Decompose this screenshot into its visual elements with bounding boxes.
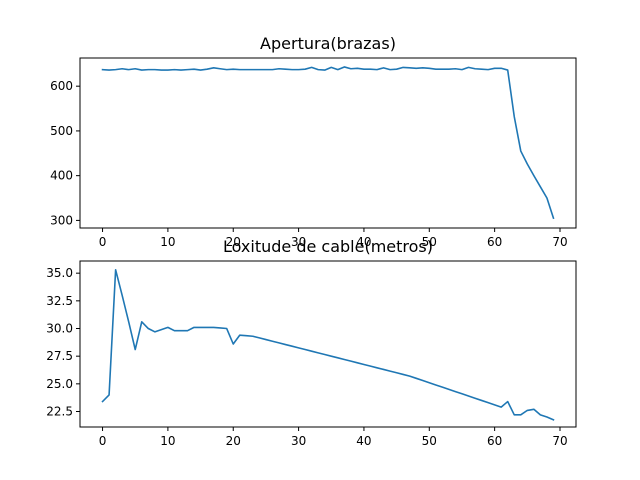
y-tick-label: 600: [50, 79, 73, 93]
y-tick-label: 30.0: [46, 322, 73, 336]
x-tick-label: 40: [356, 434, 371, 448]
x-tick-label: 30: [291, 434, 306, 448]
x-tick-label: 70: [552, 434, 567, 448]
x-tick-label: 0: [99, 434, 107, 448]
y-axis: 22.5 25.0 27.5 30.0 32.5 35.0: [46, 266, 80, 419]
y-tick-label: 27.5: [46, 349, 73, 363]
x-axis: 0 10 20 30 40 50 60 70: [99, 427, 568, 448]
plot-area: [101, 66, 555, 220]
y-tick-label: 300: [50, 213, 73, 227]
x-tick-label: 40: [356, 235, 371, 249]
x-tick-label: 60: [487, 434, 502, 448]
y-tick-label: 500: [50, 124, 73, 138]
axes-frame: [79, 57, 577, 229]
x-tick-label: 50: [422, 434, 437, 448]
x-tick-label: 60: [487, 235, 502, 249]
chart-title: Apertura(brazas): [260, 34, 396, 53]
subplot-apertura: Apertura(brazas) 0 10 20 30 40 50 60 70 300 400 5…: [50, 34, 577, 249]
subplot-loxitude: Loxitude de cable(metros) 0 10 20 30 40 50 60 7…: [46, 237, 577, 448]
x-tick-label: 20: [226, 235, 241, 249]
y-axis: 300 400 500 600: [50, 79, 80, 227]
axes-frame: [79, 260, 577, 428]
series-line: [101, 66, 555, 220]
y-tick-label: 25.0: [46, 377, 73, 391]
x-axis: 0 10 20 30 40 50 60 70: [99, 228, 568, 249]
x-tick-label: 50: [422, 235, 437, 249]
y-tick-label: 400: [50, 169, 73, 183]
x-tick-label: 10: [160, 434, 175, 448]
x-tick-label: 30: [291, 235, 306, 249]
x-tick-label: 20: [226, 434, 241, 448]
y-tick-label: 22.5: [46, 405, 73, 419]
x-tick-label: 0: [99, 235, 107, 249]
series-line: [101, 269, 555, 421]
chart-title: Loxitude de cable(metros): [223, 237, 433, 256]
plot-area: [101, 269, 555, 421]
y-tick-label: 35.0: [46, 266, 73, 280]
x-tick-label: 70: [552, 235, 567, 249]
y-tick-label: 32.5: [46, 294, 73, 308]
x-tick-label: 10: [160, 235, 175, 249]
